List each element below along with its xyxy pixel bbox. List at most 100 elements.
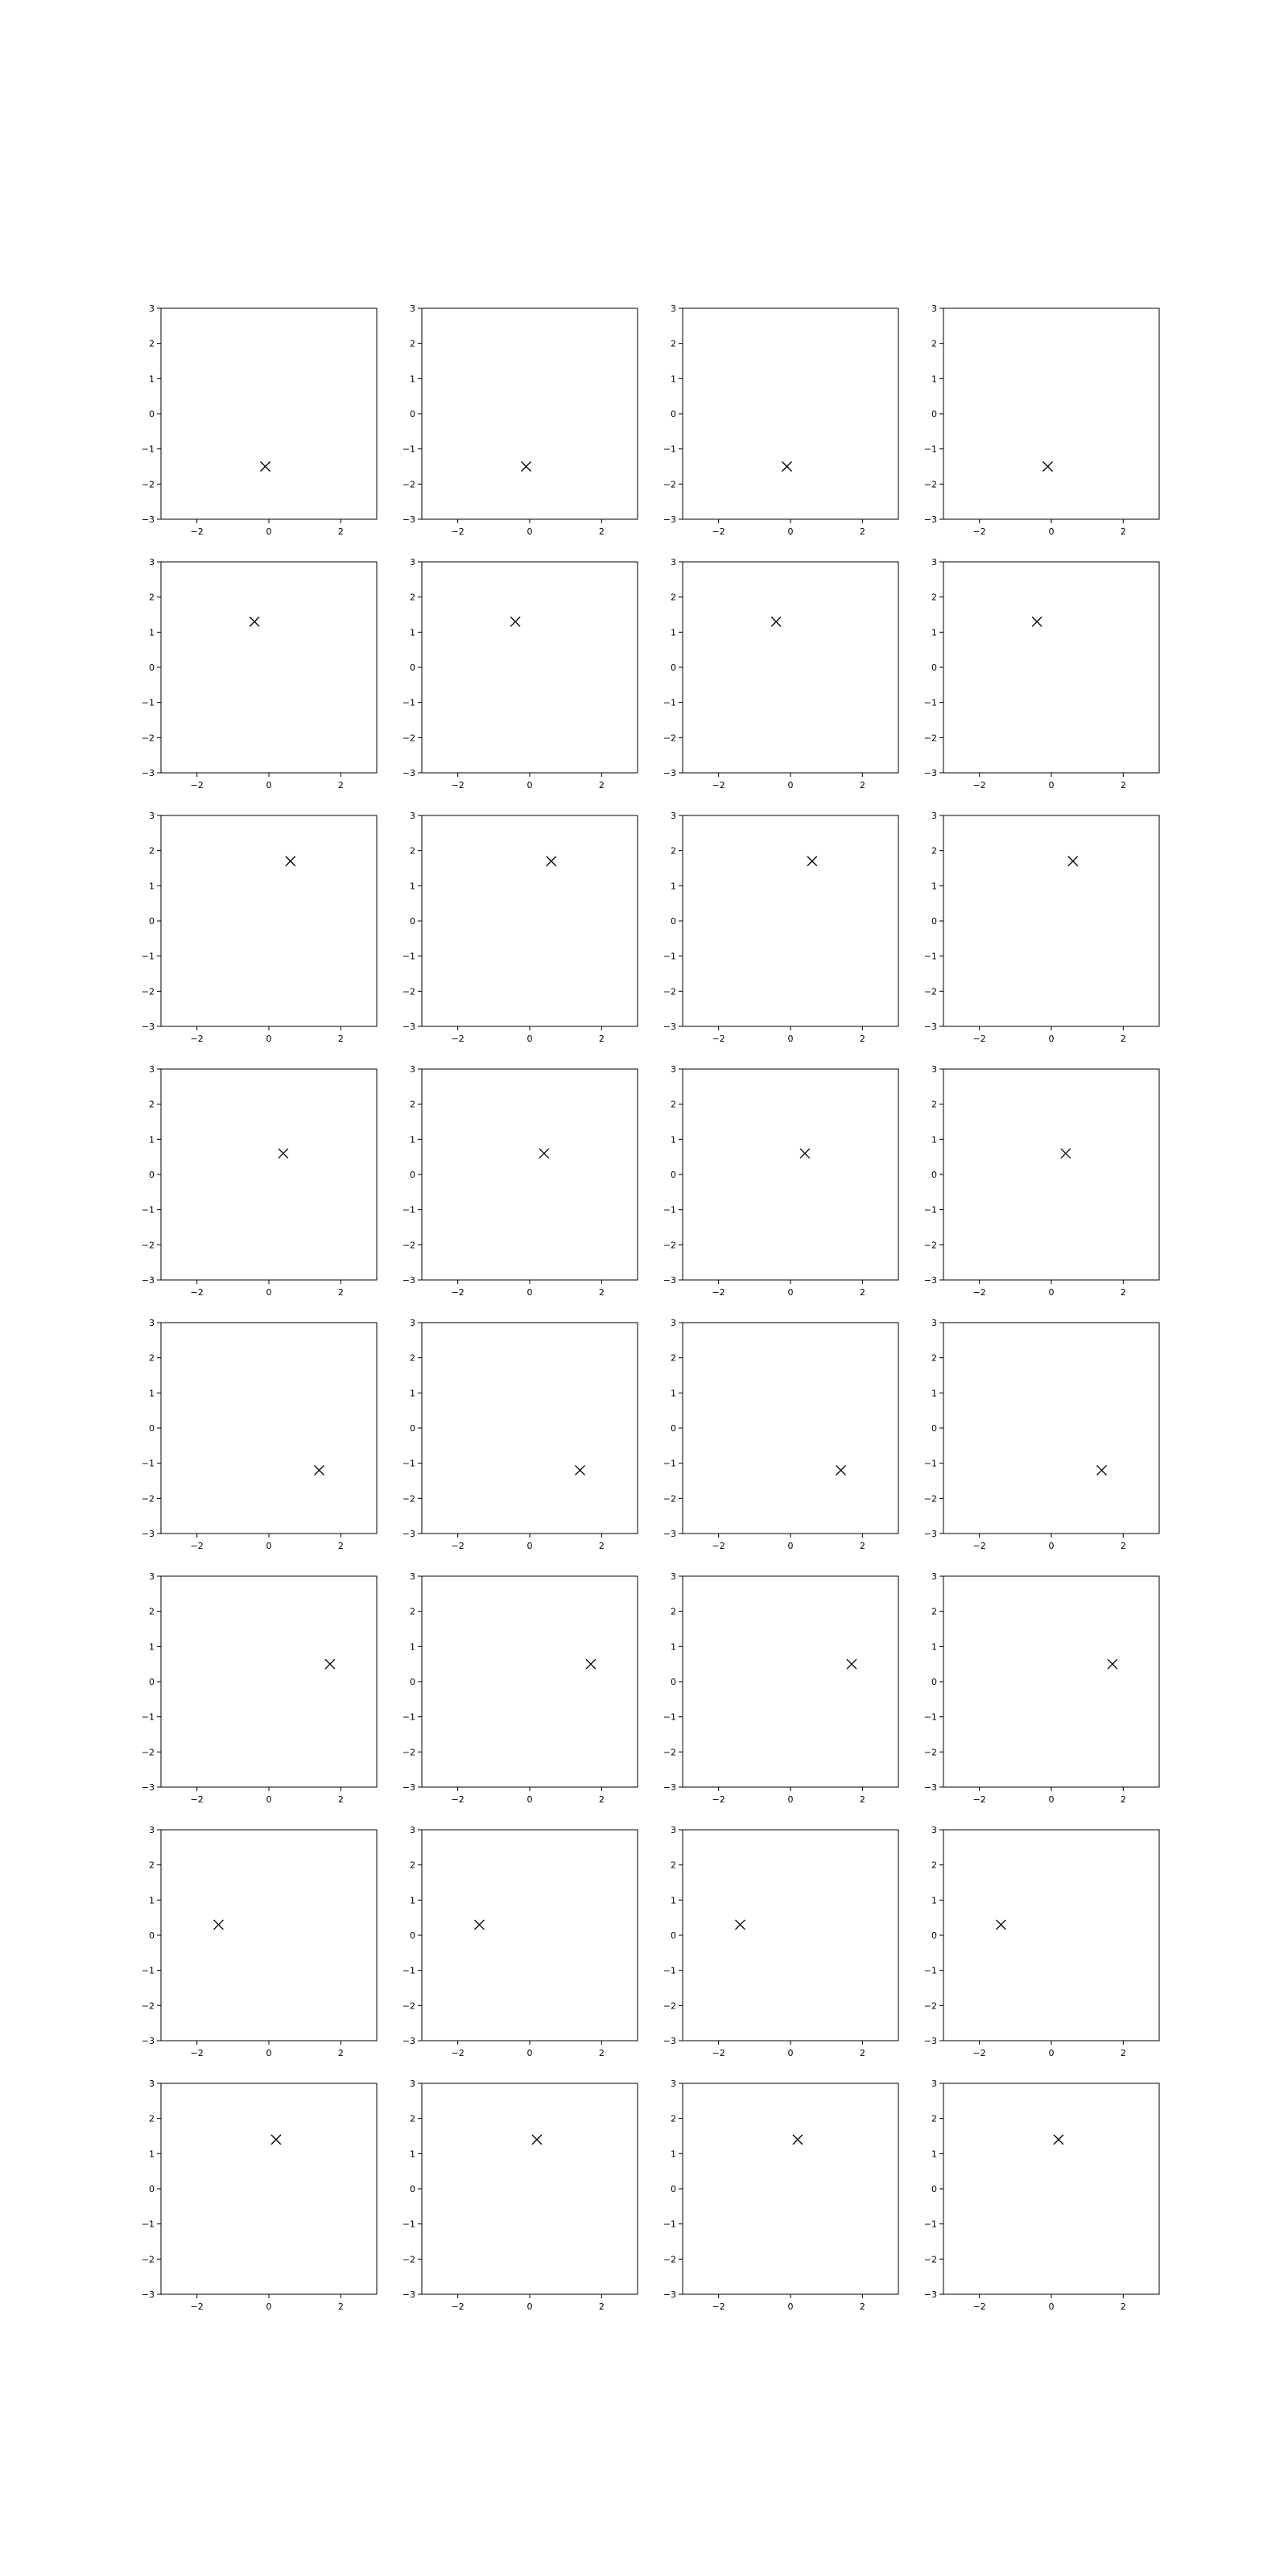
y-tick-label: −1: [402, 1966, 415, 1976]
y-tick-label: 0: [149, 1170, 155, 1180]
y-tick-label: 1: [149, 1641, 155, 1652]
axes-frame: [683, 1830, 898, 2041]
y-tick-label: 0: [671, 409, 676, 419]
axes-frame: [161, 562, 377, 773]
y-tick-label: −2: [402, 2254, 415, 2264]
y-tick-label: 2: [931, 1860, 937, 1871]
y-tick-label: 1: [149, 881, 155, 891]
y-tick-label: −3: [663, 2036, 676, 2046]
y-tick-label: 0: [410, 916, 415, 927]
y-tick-label: 1: [410, 881, 415, 891]
axes-frame: [943, 1069, 1159, 1280]
y-tick-label: 0: [149, 916, 155, 927]
y-tick-label: 0: [410, 1170, 415, 1180]
y-tick-label: −3: [142, 514, 155, 525]
y-tick-label: 0: [149, 663, 155, 673]
y-tick-label: −1: [142, 1459, 155, 1469]
y-tick-label: −2: [402, 733, 415, 743]
y-tick-label: 3: [931, 1825, 937, 1835]
y-tick-label: 0: [410, 1423, 415, 1434]
x-tick-label: 0: [1049, 1794, 1055, 1805]
y-tick-label: −1: [142, 444, 155, 455]
axes-frame: [161, 1323, 377, 1534]
y-tick-label: 3: [671, 1825, 676, 1835]
y-tick-label: −3: [142, 1782, 155, 1793]
x-tick-label: 2: [1121, 2301, 1126, 2312]
y-tick-label: 1: [410, 2149, 415, 2159]
y-tick-label: 0: [149, 1423, 155, 1434]
x-tick-label: 2: [599, 2301, 605, 2312]
axes-frame: [161, 308, 377, 519]
y-tick-label: 2: [149, 1100, 155, 1110]
axes-frame: [422, 815, 638, 1026]
x-tick-label: 2: [1121, 1034, 1126, 1044]
y-tick-label: 0: [931, 1677, 937, 1687]
y-tick-label: 1: [149, 1388, 155, 1398]
y-tick-label: 3: [671, 303, 676, 314]
axes-frame: [422, 562, 638, 773]
y-tick-label: −3: [924, 2036, 937, 2046]
y-tick-label: 0: [149, 1930, 155, 1941]
y-tick-label: −2: [924, 1240, 937, 1250]
y-tick-label: 1: [931, 1388, 937, 1398]
y-tick-label: −1: [924, 444, 937, 455]
x-tick-label: 2: [860, 2048, 865, 2058]
y-tick-label: 2: [149, 1860, 155, 1871]
y-tick-label: −2: [663, 733, 676, 743]
y-tick-label: −2: [663, 2254, 676, 2264]
axes-frame: [161, 1830, 377, 2041]
y-tick-label: 3: [149, 1825, 155, 1835]
y-tick-label: −2: [924, 2000, 937, 2011]
y-tick-label: −3: [402, 514, 415, 525]
y-tick-label: −2: [142, 733, 155, 743]
x-tick-label: 2: [860, 1287, 865, 1298]
x-tick-label: 2: [1121, 1287, 1126, 1298]
y-tick-label: −1: [663, 1459, 676, 1469]
y-tick-label: 0: [410, 1930, 415, 1941]
x-tick-label: 0: [266, 780, 272, 791]
y-tick-label: 3: [410, 557, 415, 568]
y-tick-label: 3: [931, 1064, 937, 1075]
y-tick-label: −3: [924, 1275, 937, 1286]
y-tick-label: −2: [924, 2254, 937, 2264]
x-tick-label: 2: [599, 2048, 605, 2058]
x-tick-label: 0: [266, 526, 272, 537]
y-tick-label: 1: [149, 2149, 155, 2159]
y-tick-label: −2: [142, 479, 155, 489]
x-tick-label: −2: [452, 1034, 464, 1044]
axes-frame: [422, 1576, 638, 1787]
y-tick-label: 2: [671, 339, 676, 349]
y-tick-label: −1: [142, 1205, 155, 1216]
x-tick-label: 0: [527, 1541, 533, 1551]
x-tick-label: 0: [1049, 1034, 1055, 1044]
axes-frame: [683, 1323, 898, 1534]
x-tick-label: −2: [973, 526, 986, 537]
x-tick-label: 2: [338, 1541, 344, 1551]
y-tick-label: −1: [924, 1712, 937, 1723]
y-tick-label: −3: [402, 1529, 415, 1539]
y-tick-label: −3: [924, 2289, 937, 2300]
y-tick-label: 0: [410, 663, 415, 673]
x-tick-label: −2: [452, 2048, 464, 2058]
y-tick-label: −1: [924, 952, 937, 962]
y-tick-label: −3: [142, 768, 155, 778]
x-tick-label: 2: [860, 526, 865, 537]
y-tick-label: 0: [931, 1170, 937, 1180]
y-tick-label: −3: [924, 1529, 937, 1539]
x-tick-label: 0: [788, 780, 794, 791]
x-tick-label: 2: [1121, 2048, 1126, 2058]
y-tick-label: −2: [663, 1747, 676, 1757]
axes-frame: [422, 2083, 638, 2294]
y-tick-label: 3: [410, 1825, 415, 1835]
